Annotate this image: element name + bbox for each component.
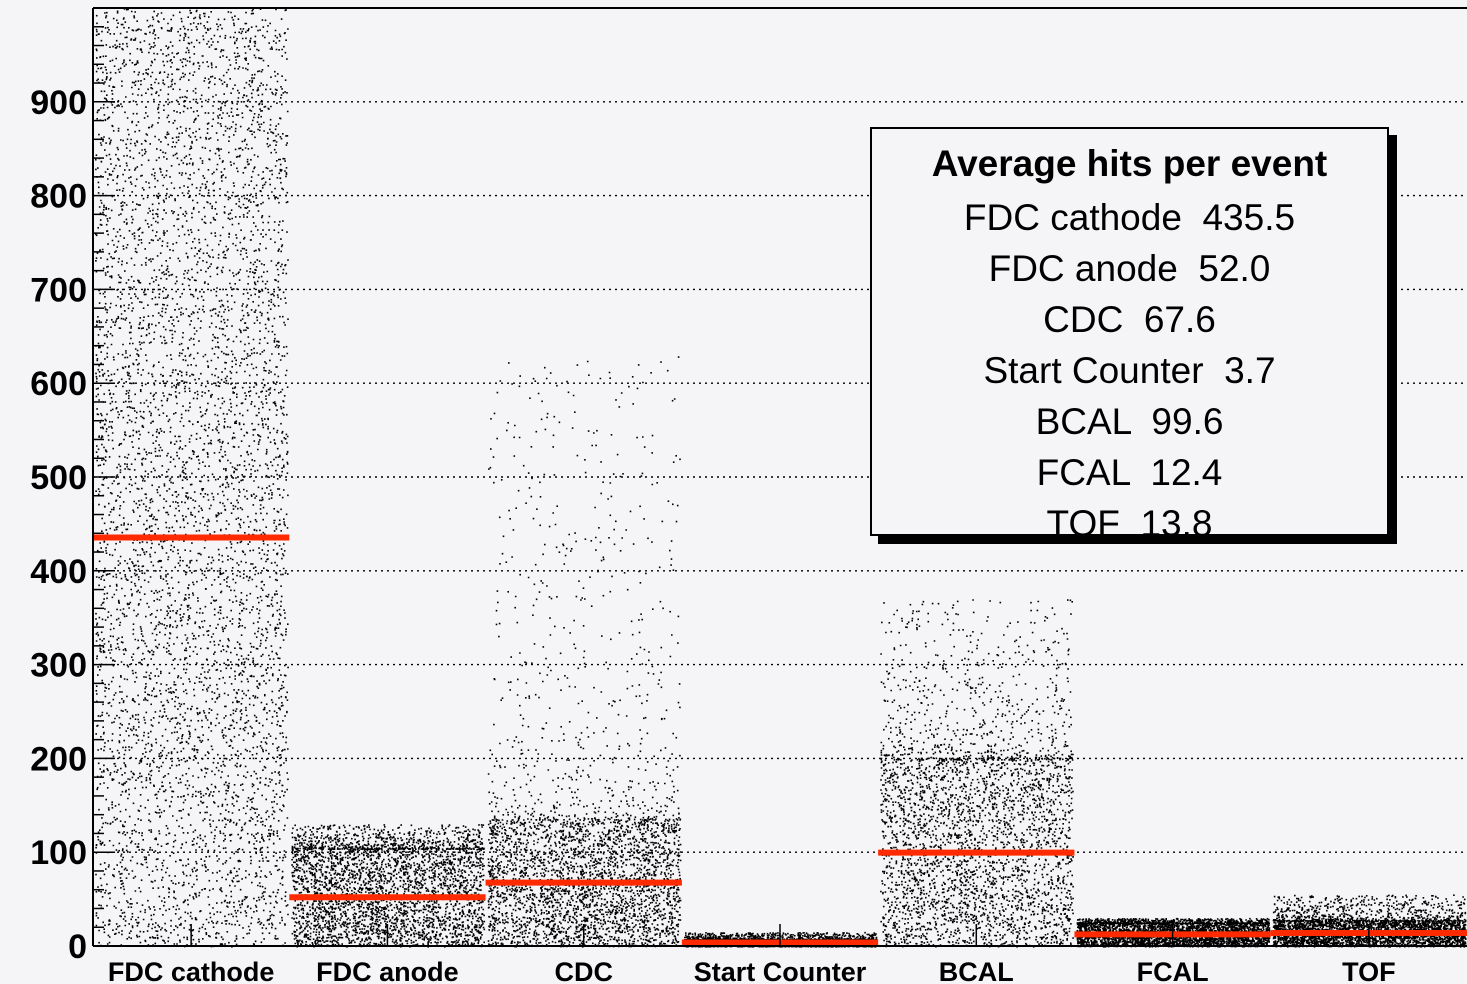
points-bcal <box>880 599 1074 948</box>
legend-entry-label: CDC <box>1043 299 1124 340</box>
legend-entry-value: 13.8 <box>1140 503 1213 544</box>
legend-entry-label: BCAL <box>1035 401 1131 442</box>
y-tick-label-200: 200 <box>30 740 87 778</box>
y-tick-labels: 0 100 200 300 400 500 600 700 800 900 <box>30 84 87 966</box>
points-tof <box>1272 894 1467 948</box>
x-tick-label-cdc: CDC <box>554 957 613 984</box>
legend-title: Average hits per event <box>931 143 1328 184</box>
x-tick-label-fcal: FCAL <box>1137 957 1209 984</box>
legend-entry-fcal: FCAL 12.4 <box>872 452 1387 494</box>
x-tick-label-fdc-anode: FDC anode <box>316 957 459 984</box>
y-tick-label-400: 400 <box>30 553 87 591</box>
legend-entry-label: FDC cathode <box>963 197 1182 238</box>
x-tick-label-bcal: BCAL <box>939 957 1014 984</box>
legend-entry-fdc-cathode: FDC cathode 435.5 <box>872 197 1387 239</box>
legend-entry-start-counter: Start Counter 3.7 <box>872 350 1387 392</box>
grid-lines <box>93 101 1467 853</box>
legend-entry-cdc: CDC 67.6 <box>872 299 1387 341</box>
legend-entry-fdc-anode: FDC anode 52.0 <box>872 248 1387 290</box>
legend-entry-value: 67.6 <box>1143 299 1216 340</box>
y-tick-label-900: 900 <box>30 84 87 122</box>
legend-entry-tof: TOF 13.8 <box>872 503 1387 545</box>
y-tick-label-800: 800 <box>30 178 87 216</box>
legend-entry-value: 99.6 <box>1151 401 1224 442</box>
legend-entry-value: 52.0 <box>1198 248 1271 289</box>
points-fdc-cathode <box>95 8 289 948</box>
legend-entry-value: 12.4 <box>1150 452 1223 493</box>
legend-entry-label: TOF <box>1046 503 1120 544</box>
y-ticks <box>93 7 1370 947</box>
y-tick-label-700: 700 <box>30 271 87 309</box>
x-tick-label-tof: TOF <box>1342 957 1396 984</box>
y-tick-label-300: 300 <box>30 647 87 685</box>
x-tick-label-start-counter: Start Counter <box>694 957 867 984</box>
y-tick-label-500: 500 <box>30 459 87 497</box>
legend-entry-value: 435.5 <box>1202 197 1296 238</box>
points-fdc-anode <box>291 824 486 948</box>
y-tick-label-600: 600 <box>30 365 87 403</box>
y-tick-label-0: 0 <box>68 928 87 966</box>
legend-entry-label: Start Counter <box>983 350 1204 391</box>
legend-entry-value: 3.7 <box>1224 350 1276 391</box>
points-cdc <box>487 356 682 948</box>
legend-entry-label: FDC anode <box>988 248 1178 289</box>
y-tick-label-100: 100 <box>30 834 87 872</box>
mean-lines <box>93 534 1467 946</box>
x-tick-label-fdc-cathode: FDC cathode <box>108 957 275 984</box>
legend-entry-bcal: BCAL 99.6 <box>872 401 1387 443</box>
legend-entry-label: FCAL <box>1036 452 1130 493</box>
legend-box: Average hits per event FDC cathode 435.5… <box>870 127 1389 544</box>
x-tick-labels: FDC cathode FDC anode CDC Start Counter BCAL… <box>108 957 1396 984</box>
